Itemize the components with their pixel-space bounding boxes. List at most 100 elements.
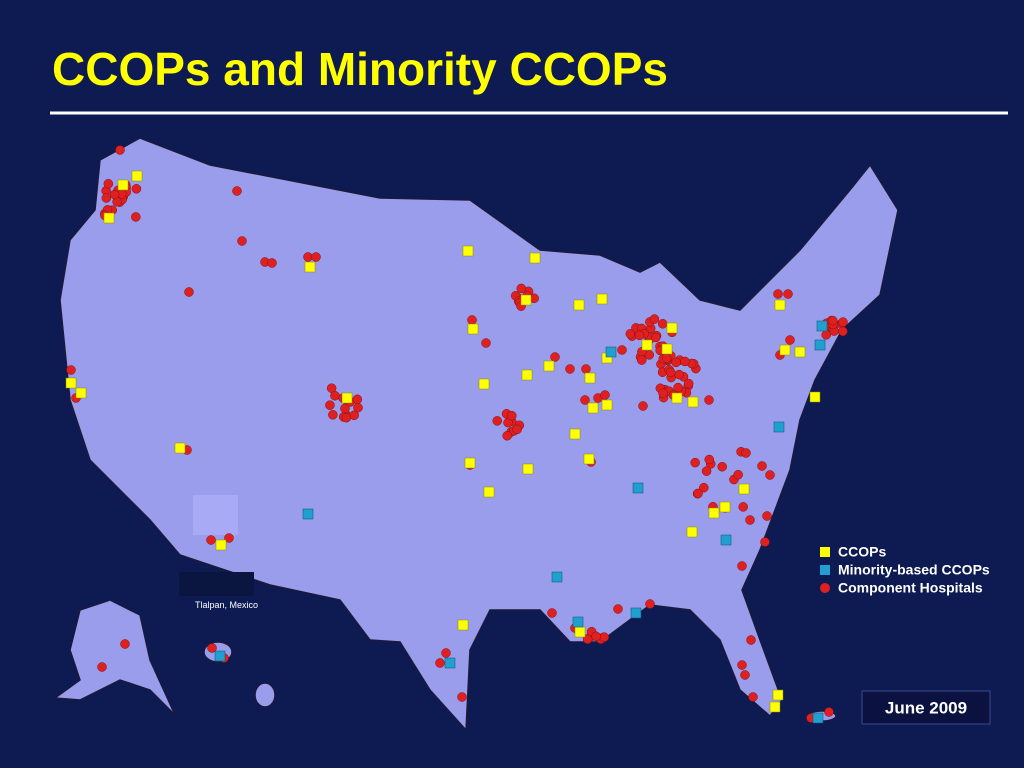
legend-swatch	[820, 583, 830, 593]
hospital-marker	[115, 145, 125, 155]
hospital-marker	[502, 431, 512, 441]
ccop-marker	[457, 619, 469, 631]
minority-ccop-marker	[773, 421, 785, 433]
hospital-marker	[66, 365, 76, 375]
hospital-marker	[550, 352, 560, 362]
ccop-marker	[666, 322, 678, 334]
hospital-marker	[757, 461, 767, 471]
hospital-marker	[651, 332, 661, 343]
inset-label: Tlalpan, Mexico	[195, 600, 258, 610]
hospital-marker	[613, 604, 623, 614]
alaska	[52, 599, 176, 716]
hospital-marker	[101, 193, 112, 203]
hospital-marker	[704, 454, 715, 465]
ccop-marker	[583, 453, 595, 465]
minority-ccop-marker	[605, 346, 617, 358]
ccop-marker	[671, 392, 683, 404]
hospital-marker	[699, 482, 709, 493]
hospital-marker	[673, 382, 683, 393]
hospital-marker	[821, 330, 831, 340]
hospital-marker	[206, 535, 216, 545]
ccop-marker	[341, 392, 353, 404]
ccop-marker	[304, 261, 316, 273]
ccop-marker	[117, 179, 129, 191]
hospital-marker	[267, 258, 277, 268]
minority-ccop-marker	[814, 339, 826, 351]
ccop-marker	[75, 387, 87, 399]
ccop-marker	[687, 396, 699, 408]
date-box	[861, 690, 991, 725]
ccop-marker	[601, 399, 613, 411]
hospital-marker	[674, 369, 684, 380]
hospital-marker	[634, 330, 645, 341]
ccop-marker	[738, 483, 750, 495]
ccop-marker	[478, 378, 490, 390]
hospital-marker	[224, 533, 234, 543]
ccop-marker	[464, 457, 476, 469]
hospital-marker	[785, 335, 795, 345]
ccop-marker	[483, 486, 495, 498]
hospital-marker	[617, 345, 627, 355]
minority-ccop-marker	[444, 657, 456, 669]
ccop-marker	[131, 170, 143, 182]
map	[52, 137, 899, 732]
ccop-marker	[769, 701, 781, 713]
hospital-marker	[783, 289, 793, 299]
hospital-marker	[760, 537, 770, 547]
ccop-marker	[174, 442, 186, 454]
hospital-marker	[237, 236, 247, 246]
hospital-marker	[547, 608, 557, 618]
hospital-marker	[97, 662, 107, 672]
hospital-marker	[683, 378, 694, 389]
ccop-marker	[520, 294, 532, 306]
hospital-marker	[467, 315, 477, 325]
ccop-marker	[529, 252, 541, 264]
hospital-marker	[600, 390, 610, 400]
hospital-marker	[492, 416, 502, 426]
hospital-marker	[838, 317, 848, 327]
minority-ccop-marker	[816, 320, 828, 332]
ccop-marker	[65, 377, 77, 389]
hospital-marker	[516, 283, 527, 294]
minority-ccop-marker	[632, 482, 644, 494]
hospital-marker	[733, 469, 743, 480]
ccop-marker	[809, 391, 821, 403]
minority-ccop-marker	[720, 534, 732, 546]
hospital-marker	[131, 184, 142, 194]
hospital-marker	[746, 635, 756, 645]
hospital-marker	[773, 289, 783, 299]
ccop-marker	[584, 372, 596, 384]
ccop-marker	[587, 402, 599, 414]
ccop-marker	[521, 369, 533, 381]
hospital-marker	[661, 353, 672, 363]
hospital-marker	[838, 326, 848, 337]
title: CCOPs and Minority CCOPs	[52, 43, 668, 95]
hospital-marker	[824, 707, 834, 717]
hospital-marker	[717, 461, 727, 472]
inset-box	[193, 495, 238, 535]
ccop-marker	[719, 501, 731, 513]
hospital-marker	[582, 634, 593, 644]
hospital-marker	[828, 315, 838, 326]
ccop-marker	[686, 526, 698, 538]
hospital-marker	[481, 338, 491, 348]
hospital-marker	[103, 179, 114, 189]
hospital-marker	[457, 692, 467, 702]
hospital-marker	[340, 403, 350, 414]
legend-label: CCOPs	[838, 544, 886, 560]
minority-ccop-marker	[812, 712, 824, 724]
legend: CCOPs Minority-based CCOPs Component Hos…	[820, 544, 990, 596]
hospital-marker	[737, 561, 747, 571]
hospital-marker	[330, 390, 340, 401]
ccop-marker	[772, 689, 784, 701]
hospital-marker	[507, 410, 517, 421]
hospital-marker	[565, 364, 575, 374]
hospital-marker	[740, 670, 750, 680]
ccop-marker	[794, 346, 806, 358]
legend-label: Component Hospitals	[838, 580, 983, 596]
hospital-marker	[131, 212, 141, 222]
ccop-marker	[462, 245, 474, 257]
hospital-marker	[435, 658, 445, 668]
ccop-marker	[467, 323, 479, 335]
